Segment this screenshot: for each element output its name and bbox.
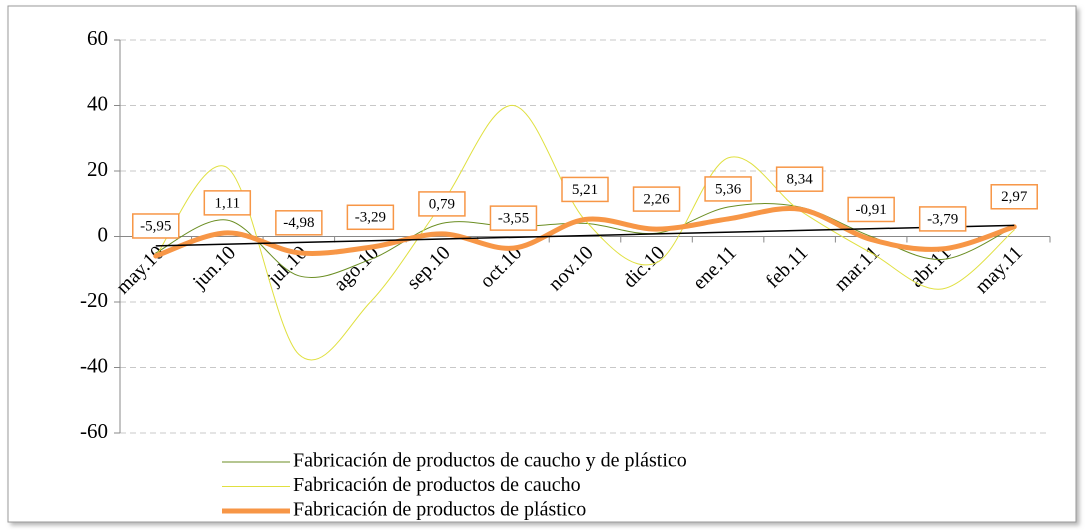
y-tick-label: -20 bbox=[80, 288, 108, 312]
data-label: -3,29 bbox=[355, 210, 386, 226]
data-label-box bbox=[775, 166, 824, 192]
legend-label: Fabricación de productos de plástico bbox=[293, 499, 586, 521]
y-tick-label: 40 bbox=[87, 91, 108, 115]
y-tick-label: 60 bbox=[87, 26, 108, 50]
data-label: 2,97 bbox=[1001, 189, 1028, 205]
series-line bbox=[153, 206, 1017, 259]
data-label: -0,91 bbox=[856, 202, 887, 218]
legend-label: Fabricación de productos de caucho bbox=[293, 474, 581, 496]
data-label-box bbox=[990, 184, 1038, 210]
trend-line bbox=[155, 224, 1015, 247]
data-label-box bbox=[632, 186, 681, 212]
data-label-box bbox=[489, 205, 538, 231]
data-label-box bbox=[847, 196, 895, 223]
data-label: 0,79 bbox=[429, 196, 455, 212]
data-label: -3,55 bbox=[498, 211, 529, 227]
data-label: 8,34 bbox=[786, 172, 813, 188]
legend-label: Fabricación de productos de caucho y de … bbox=[293, 450, 687, 472]
data-label-box bbox=[561, 176, 609, 203]
data-label: 5,36 bbox=[715, 181, 742, 197]
y-tick-label: 0 bbox=[98, 222, 109, 246]
data-label-box bbox=[918, 206, 967, 232]
series-line bbox=[155, 203, 1015, 278]
data-label-box bbox=[418, 191, 466, 217]
series-line bbox=[155, 104, 1015, 361]
data-label-box bbox=[346, 204, 395, 231]
chart-frame bbox=[7, 5, 1077, 523]
data-label: -3,79 bbox=[927, 211, 958, 227]
y-tick-label: 20 bbox=[87, 157, 108, 181]
data-label-box bbox=[203, 190, 252, 216]
data-label: 1,11 bbox=[214, 195, 240, 211]
data-label-box bbox=[275, 210, 323, 236]
data-label: -5,95 bbox=[140, 218, 171, 234]
data-label-box bbox=[704, 176, 752, 202]
data-label-box bbox=[132, 213, 180, 239]
y-tick-label: -40 bbox=[80, 353, 108, 377]
data-label: -4,98 bbox=[283, 215, 314, 231]
y-tick-label: -60 bbox=[80, 419, 108, 443]
data-label: 5,21 bbox=[572, 182, 598, 198]
data-label: 2,26 bbox=[643, 192, 670, 208]
